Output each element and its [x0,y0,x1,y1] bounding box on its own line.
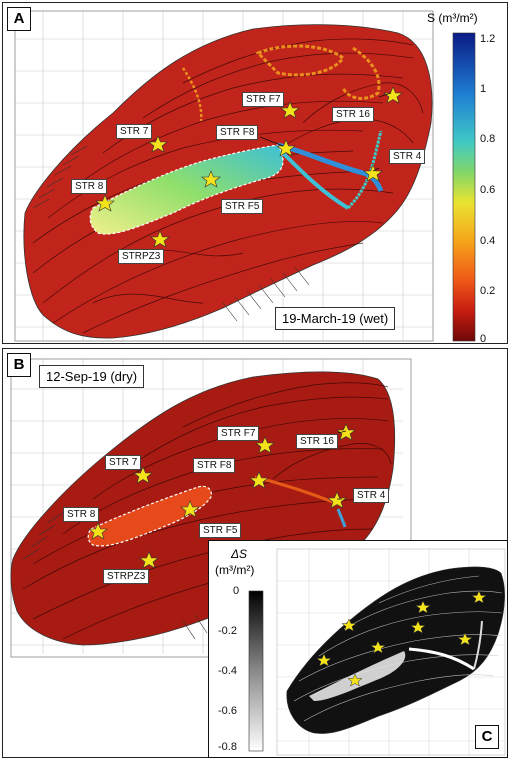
colorbar-a-tick: 0.6 [480,184,496,196]
edge-hatching-b [22,512,208,640]
station-label-str16-a: STR 16 [332,107,374,122]
edge-hatching-a [32,145,310,322]
star-strf8-c [410,620,426,634]
star-str16-a [383,86,403,104]
station-label-strf5-b: STR F5 [199,523,242,538]
star-strf7-b [255,436,275,454]
station-label-strf7-b: STR F7 [217,426,260,441]
colorbar-a-tick: 1 [480,83,487,95]
colorbar-a-title: S (m³/m²) [427,11,478,25]
colorbar-c-tick: -0.8 [218,741,237,753]
star-strf8-a [276,139,296,157]
panel-b-date: 12-Sep-19 (dry) [39,365,145,388]
star-strf8-b [249,471,269,489]
station-label-strf8-a: STR F8 [216,125,259,140]
station-label-strpz3-b: STRPZ3 [103,569,150,584]
star-strpz3-a [150,230,170,248]
star-str7-a [148,135,168,153]
star-str8-b [88,522,108,540]
star-strf7-a [280,101,300,119]
station-label-str7-b: STR 7 [105,455,142,470]
star-str4-c [457,632,473,646]
colorbar-a-tick: 0.4 [480,235,496,247]
station-label-str8-b: STR 8 [63,507,100,522]
panel-tag-a: A [7,7,31,31]
colorbar-c-tick: -0.6 [218,705,237,717]
station-label-str16-b: STR 16 [296,434,338,449]
colorbar-a-tick: 0.8 [480,133,496,145]
star-str4-b [327,491,347,509]
station-label-str4-a: STR 4 [389,149,426,164]
colorbar-c [248,590,264,752]
colorbar-a-tick: 0 [480,333,487,345]
colorbar-a-tick: 1.2 [480,33,496,45]
star-strf5-c [370,640,386,654]
station-label-strf5-a: STR F5 [221,199,264,214]
station-label-strf7-a: STR F7 [242,92,285,107]
colorbar-c-unit: (m³/m²) [215,563,255,577]
star-strf5-b [180,500,200,518]
wet-zone-a [89,144,284,235]
star-str16-c [471,590,487,604]
colorbar-a-tick: 0.2 [480,285,496,297]
panel-tag-c: C [475,725,499,749]
station-label-strpz3-a: STRPZ3 [118,249,165,264]
station-label-str8-a: STR 8 [71,179,108,194]
colorbar-a [452,32,476,342]
colorbar-c-tick: -0.4 [218,665,237,677]
contour-lines-c [293,575,503,722]
panel-tag-b: B [7,353,31,377]
star-str8-a [95,194,115,212]
station-label-strf8-b: STR F8 [193,458,236,473]
panel-a: A 19-March-19 (wet) S (m³/m²) 1.2 1 0.8 … [2,2,508,345]
star-strpz3-c [347,673,363,687]
star-strpz3-b [139,551,159,569]
wet-zone-b [87,485,213,547]
colorbar-c-title: ΔS [231,547,248,561]
panel-c: ΔS (m³/m²) 0 -0.2 -0.4 -0.6 -0.8 C [208,540,508,758]
star-str8-c [316,653,332,667]
star-str16-b [336,423,356,441]
colorbar-c-tick: 0 [233,585,240,597]
star-strf7-c [415,600,431,614]
star-str4-a [363,164,383,182]
colorbar-c-tick: -0.2 [218,625,237,637]
station-label-str7-a: STR 7 [116,124,153,139]
panel-a-map [14,10,476,342]
panel-a-date: 19-March-19 (wet) [275,307,396,330]
star-strf5-a [201,170,221,188]
star-str7-b [133,466,153,484]
station-label-str4-b: STR 4 [353,488,390,503]
star-str7-c [341,618,357,632]
panel-c-map [248,548,506,756]
